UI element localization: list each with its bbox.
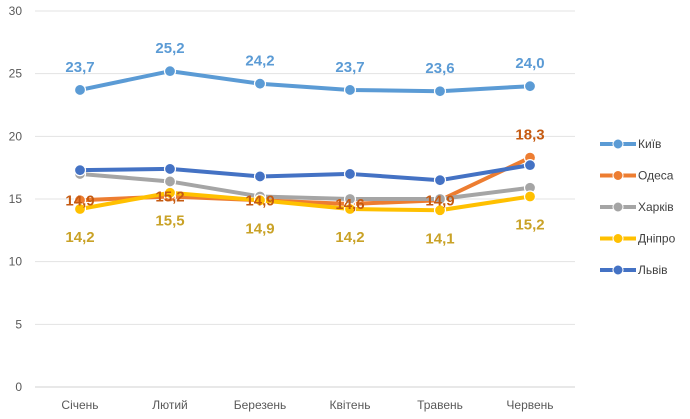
legend-marker <box>612 264 624 276</box>
data-label: 23,6 <box>425 60 454 77</box>
data-label: 14,6 <box>335 196 364 213</box>
data-label: 23,7 <box>335 59 364 76</box>
data-label: 18,3 <box>515 127 544 144</box>
legend-marker <box>612 233 624 244</box>
data-point <box>163 65 177 78</box>
data-point <box>163 162 177 176</box>
data-point <box>433 174 447 187</box>
series-line <box>78 163 532 183</box>
y-tick-label: 20 <box>9 129 23 143</box>
data-point <box>523 190 537 203</box>
x-tick-label: Травень <box>417 398 463 412</box>
data-point <box>523 159 537 172</box>
data-labels: 23,7 25,2 24,2 23,7 23,6 24,0 18,3 14,2 15,5 14,9… <box>65 40 544 247</box>
y-tick-label: 30 <box>9 4 23 18</box>
legend-label: Київ <box>638 137 661 151</box>
series-line <box>78 190 532 213</box>
data-point <box>253 170 267 183</box>
legend: Київ Одеса Харків Дніпро Львів <box>600 137 676 277</box>
legend-marker <box>612 138 624 150</box>
series-line <box>78 171 532 201</box>
x-axis: Січень Лютий Березень Квітень Травень Червень <box>61 398 553 412</box>
y-tick-label: 0 <box>15 380 22 394</box>
data-point <box>163 175 177 188</box>
legend-label: Дніпро <box>638 232 676 246</box>
data-point <box>343 167 357 181</box>
data-label: 15,5 <box>155 213 184 230</box>
x-tick-label: Червень <box>506 398 553 412</box>
data-point <box>73 83 87 97</box>
x-tick-label: Січень <box>61 398 98 412</box>
data-label: 25,2 <box>155 40 184 57</box>
data-label: 14,9 <box>245 192 274 209</box>
x-tick-label: Квітень <box>330 398 371 412</box>
x-tick-label: Лютий <box>152 398 188 412</box>
data-label: 23,7 <box>65 59 94 76</box>
data-label: 24,0 <box>515 55 544 72</box>
data-label: 15,2 <box>155 188 184 205</box>
data-point <box>343 83 357 97</box>
legend-label: Харків <box>638 200 674 214</box>
data-label: 14,9 <box>65 192 94 209</box>
data-point <box>523 80 537 93</box>
data-label: 14,2 <box>65 229 94 246</box>
legend-marker <box>612 170 624 181</box>
data-label: 14,9 <box>245 220 274 237</box>
y-tick-label: 25 <box>9 67 23 81</box>
y-axis: 0 5 10 15 20 25 30 <box>9 4 23 394</box>
legend-label: Львів <box>638 263 668 277</box>
y-tick-label: 10 <box>9 255 23 269</box>
data-point <box>253 194 267 207</box>
data-label: 15,2 <box>515 216 544 233</box>
series-line <box>78 69 532 94</box>
data-point <box>433 85 447 98</box>
legend-item: Львів <box>600 263 668 277</box>
legend-marker <box>612 201 624 213</box>
data-label: 14,9 <box>425 192 454 209</box>
data-point <box>73 202 87 216</box>
data-label: 14,1 <box>425 230 454 247</box>
legend-item: Одеса <box>600 169 674 183</box>
legend-item: Дніпро <box>600 232 676 246</box>
data-point <box>433 204 447 217</box>
data-point <box>343 202 357 216</box>
legend-item: Київ <box>600 137 661 151</box>
y-tick-label: 5 <box>15 317 22 331</box>
data-point <box>253 77 267 90</box>
data-label: 14,2 <box>335 229 364 246</box>
data-label: 24,2 <box>245 53 274 70</box>
data-point <box>73 164 87 177</box>
legend-label: Одеса <box>638 169 674 183</box>
x-tick-label: Березень <box>234 398 287 412</box>
legend-item: Харків <box>600 200 674 214</box>
y-tick-label: 15 <box>9 192 23 206</box>
data-point <box>163 186 177 199</box>
series-lines <box>73 65 537 217</box>
